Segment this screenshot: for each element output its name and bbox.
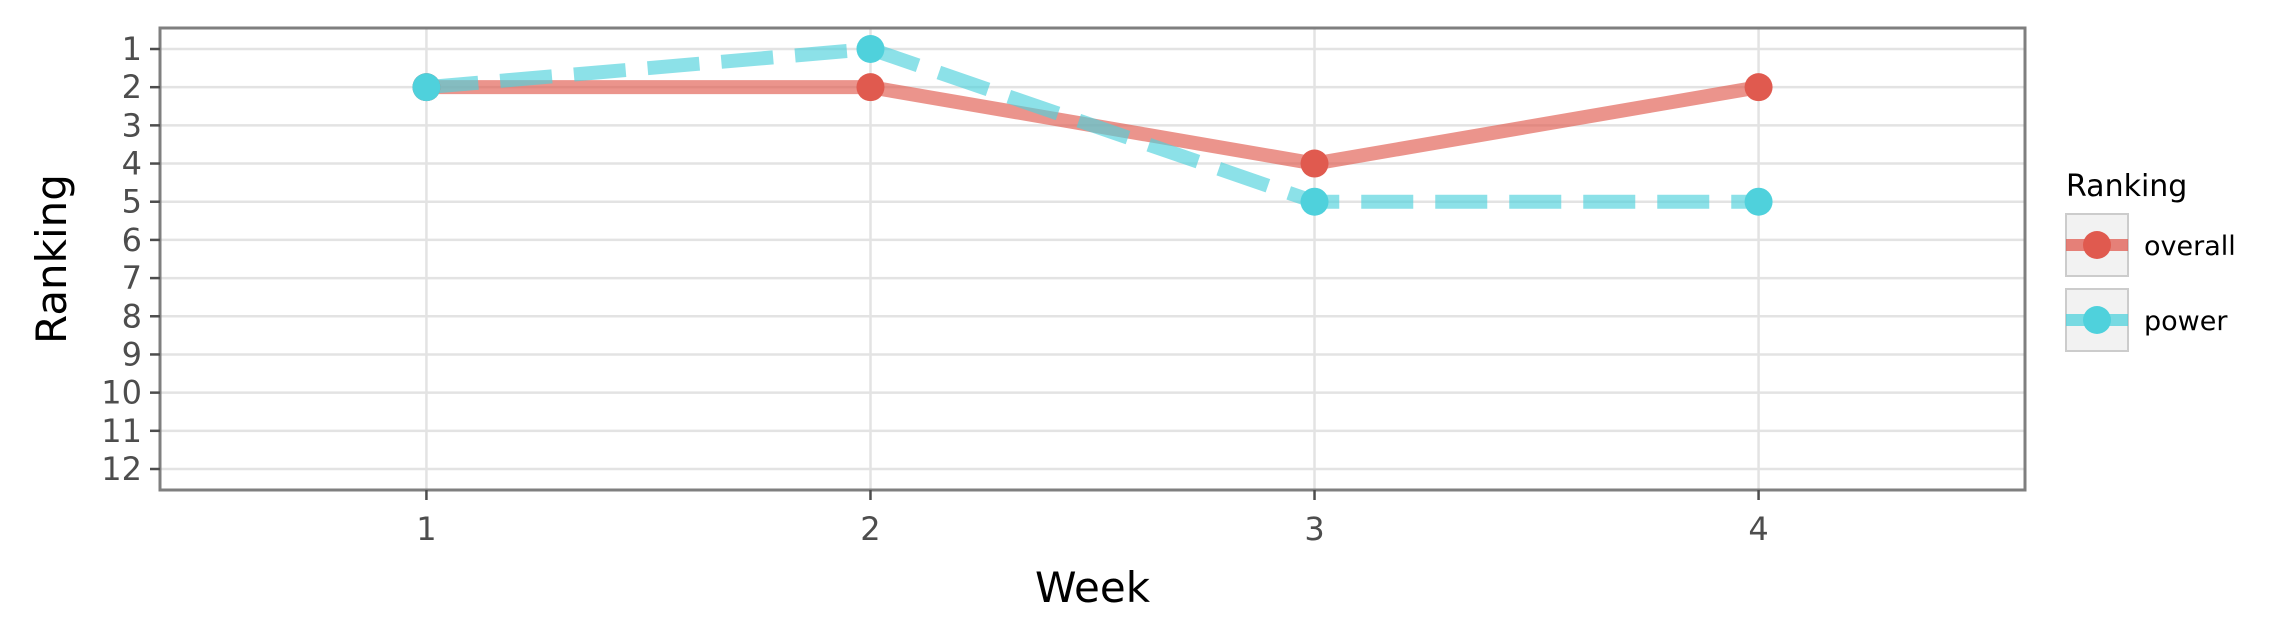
y-tick-label: 9 bbox=[122, 335, 142, 373]
y-tick-label: 6 bbox=[122, 221, 142, 259]
y-tick-label: 12 bbox=[101, 450, 142, 488]
legend-label: power bbox=[2144, 306, 2228, 337]
series-lines bbox=[425, 42, 1760, 209]
legend-label: overall bbox=[2144, 231, 2236, 262]
data-point-power bbox=[412, 73, 441, 102]
x-axis: 1 2 3 4 bbox=[416, 490, 1769, 548]
y-tick-label: 2 bbox=[122, 68, 142, 106]
data-point-overall bbox=[856, 73, 885, 102]
y-tick-label: 4 bbox=[122, 145, 142, 183]
y-axis-title: Ranking bbox=[27, 174, 76, 344]
x-tick-label: 1 bbox=[416, 510, 436, 548]
legend-key-point bbox=[2083, 231, 2111, 259]
legend-item-power: power bbox=[2065, 288, 2228, 352]
y-tick-label: 8 bbox=[122, 297, 142, 335]
y-tick-label: 1 bbox=[122, 30, 142, 68]
data-point-overall bbox=[1300, 149, 1329, 178]
y-tick-label: 10 bbox=[101, 374, 142, 412]
data-point-power bbox=[1300, 187, 1329, 216]
x-tick-label: 2 bbox=[860, 510, 880, 548]
x-axis-title: Week bbox=[1035, 563, 1151, 612]
x-tick-label: 3 bbox=[1304, 510, 1324, 548]
legend-item-overall: overall bbox=[2065, 213, 2236, 277]
y-tick-label: 5 bbox=[122, 183, 142, 221]
series-line-power bbox=[425, 42, 1759, 209]
y-tick-label: 3 bbox=[122, 106, 142, 144]
y-tick-label: 7 bbox=[122, 259, 142, 297]
legend-title: Ranking bbox=[2066, 169, 2187, 204]
legend-key-point bbox=[2083, 306, 2111, 334]
legend-items: overall power bbox=[2065, 213, 2236, 352]
series-points bbox=[412, 35, 1773, 216]
x-tick-label: 4 bbox=[1748, 510, 1768, 548]
data-point-power bbox=[1744, 187, 1773, 216]
series-layer bbox=[412, 35, 1773, 216]
plot-panel-border bbox=[158, 26, 2027, 492]
y-tick-label: 11 bbox=[101, 412, 142, 450]
legend: Ranking overall power bbox=[2065, 169, 2236, 352]
data-point-power bbox=[856, 35, 885, 63]
grid-lines bbox=[160, 28, 2025, 490]
data-point-overall bbox=[1744, 73, 1773, 102]
